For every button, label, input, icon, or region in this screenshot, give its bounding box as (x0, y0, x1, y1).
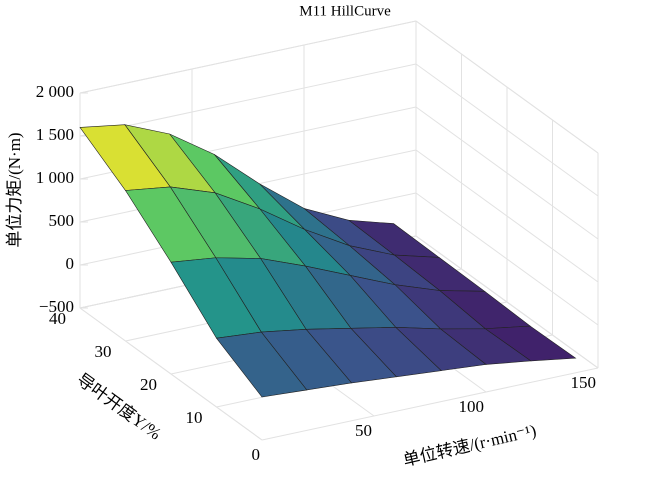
z-tick-label: 500 (49, 211, 75, 230)
grid-line (79, 20, 417, 94)
z-tick-label: 2 000 (36, 82, 74, 101)
y-tick-label: 30 (95, 342, 112, 361)
z-tick-label: 1 500 (36, 125, 74, 144)
z-tick-label: 1 000 (36, 168, 74, 187)
chart-title: M11 HillCurve (299, 3, 391, 19)
axis-line (79, 307, 263, 441)
x-tick-label: 150 (571, 373, 597, 392)
z-axis-label: 单位力矩/(N·m) (5, 132, 24, 247)
axis-line (261, 367, 599, 441)
x-tick-label: 100 (459, 397, 485, 416)
z-tick-label: 0 (66, 254, 75, 273)
x-axis-label: 单位转速/(r·min⁻¹) (401, 421, 538, 470)
z-tick-label: −500 (39, 297, 74, 316)
x-tick-label: 0 (252, 445, 261, 464)
surface-patch (215, 331, 308, 398)
grid-line (79, 63, 417, 137)
x-tick-label: 50 (355, 421, 372, 440)
y-tick-label: 10 (186, 408, 203, 427)
y-tick-label: 20 (140, 375, 157, 394)
y-tick-label: 40 (49, 309, 66, 328)
